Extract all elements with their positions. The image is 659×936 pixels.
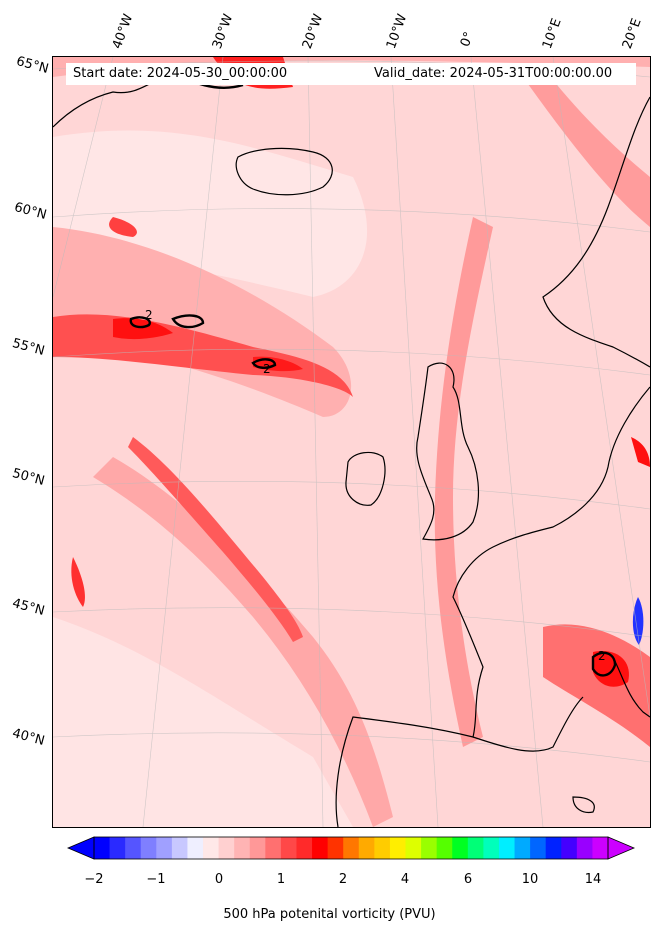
colorbar-swatch [94,837,111,859]
lon-label: 30°W [209,12,237,51]
colorbar-swatch [125,837,142,859]
colorbar-swatch [561,837,578,859]
lat-label: 60°N [12,200,49,223]
colorbar-frame [93,836,609,860]
valid-date-text: Valid_date: 2024-05-31T00:00:00.00 [374,66,613,81]
colorbar-swatch [187,837,204,859]
colorbar-swatch [467,837,484,859]
colorbar-swatch [498,837,516,859]
colorbar-swatch [514,837,531,859]
lon-label: 20°W [299,12,327,51]
colorbar-tick: 1 [276,872,286,887]
pv-band [53,57,650,77]
colorbar [66,836,636,860]
colorbar-swatch [374,837,391,859]
lon-label: 20°E [619,16,645,51]
colorbar-swatch [576,837,593,859]
colorbar-tick: −1 [146,872,166,887]
ireland-coast [345,451,386,506]
lat-label: 40°N [10,726,47,749]
colorbar-swatch [483,837,500,859]
colorbar-swatch [436,837,453,859]
colorbar-tick: 10 [521,872,539,887]
colorbar-tick: 4 [400,872,410,887]
colorbar-swatch [545,837,562,859]
island-coast [572,796,595,814]
colorbar-swatch [405,837,422,859]
colorbar-swatch [343,837,360,859]
pv-negative [632,597,644,645]
colorbar-swatch [140,837,157,859]
pv-band [93,457,393,827]
lat-label: 55°N [10,336,47,359]
colorbar-swatch [234,837,251,859]
pv-peak [109,217,137,237]
greenland-coast [53,76,164,128]
pv-weak-area [53,617,353,827]
pv-peak [113,318,173,340]
colorbar-swatch [156,837,173,859]
pv-band [434,217,493,747]
colorbar-swatch [296,837,313,859]
pv-band [543,624,650,747]
med-coast [612,656,650,718]
start-date-text: Start date: 2024-05-30_00:00:00 [73,66,288,81]
iceland-coast [235,147,333,196]
colorbar-swatch [358,837,375,859]
britain-coast [416,362,479,541]
header-box [66,63,636,85]
colorbar-swatch [109,837,126,859]
coastlines [53,76,650,827]
lat-label: 45°N [10,596,47,619]
lon-label: 40°W [109,12,137,51]
colorbar-tick: 0 [214,872,224,887]
pv-peak [71,557,85,607]
pv-peak [631,437,650,467]
europe-coast [335,386,650,827]
colorbar-swatch [452,837,469,859]
pv2-contour [591,651,617,677]
pv-peak [593,651,629,687]
lon-label: 0° [457,29,478,49]
colorbar-swatch [312,837,329,859]
pv2-contour [171,314,205,329]
lat-label: 65°N [14,54,51,77]
norway-coast [542,96,650,368]
pv-map: 2 2 2 [53,57,650,827]
colorbar-swatch [280,837,297,859]
iberia-coast [472,696,584,752]
pv-band [523,67,650,227]
colorbar-swatch [530,837,547,859]
pv2-contour [129,316,151,329]
colorbar-swatch [171,837,188,859]
colorbar-tick: 14 [584,872,602,887]
colorbar-swatch [592,837,609,859]
contour-label: 2 [145,308,153,322]
lat-label: 50°N [10,466,47,489]
pv2-contour [251,358,277,369]
colorbar-swatch [327,837,344,859]
lon-label: 10°E [539,16,565,51]
colorbar-label: 500 hPa potenital vorticity (PVU) [223,907,436,922]
pv-streamer [128,437,303,642]
colorbar-tick: 2 [338,872,348,887]
colorbar-swatch [249,837,266,859]
contour-label: 2 [263,362,271,376]
lon-label: 10°W [383,12,411,51]
contour-label: 2 [598,649,606,663]
colorbar-swatch [389,837,407,859]
map-panel: 2 2 2 [52,56,651,828]
colorbar-extend-low [66,836,95,860]
colorbar-tick: 6 [463,872,473,887]
colorbar-swatch [203,837,220,859]
colorbar-extend-high [607,836,636,860]
colorbar-tick: −2 [84,872,104,887]
colorbar-swatch [218,837,235,859]
graticule [53,57,650,827]
colorbar-swatch [421,837,438,859]
colorbar-swatch [265,837,282,859]
